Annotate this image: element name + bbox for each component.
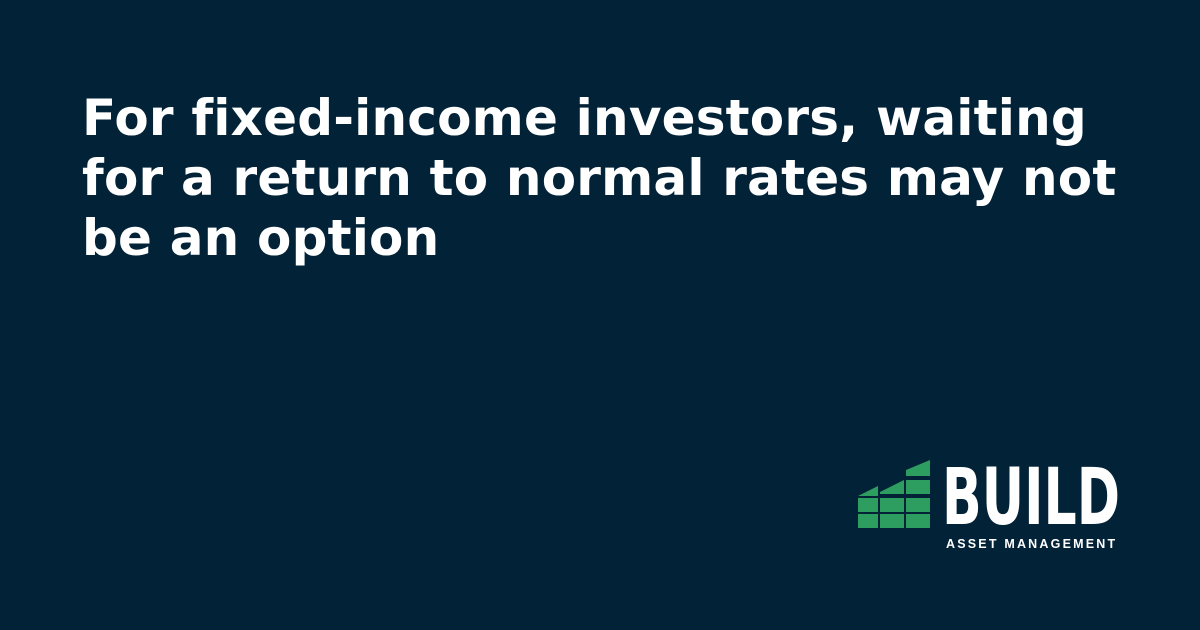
headline: For fixed-income investors, waiting for … <box>82 89 1117 267</box>
brand-logo: BUILD ASSET MANAGEMENT <box>858 458 1124 554</box>
stepped-building-icon <box>858 460 930 528</box>
brand-wordmark: BUILD <box>942 458 1120 530</box>
brand-tagline: ASSET MANAGEMENT <box>946 537 1118 551</box>
brand-name: BUILD <box>942 458 1120 530</box>
